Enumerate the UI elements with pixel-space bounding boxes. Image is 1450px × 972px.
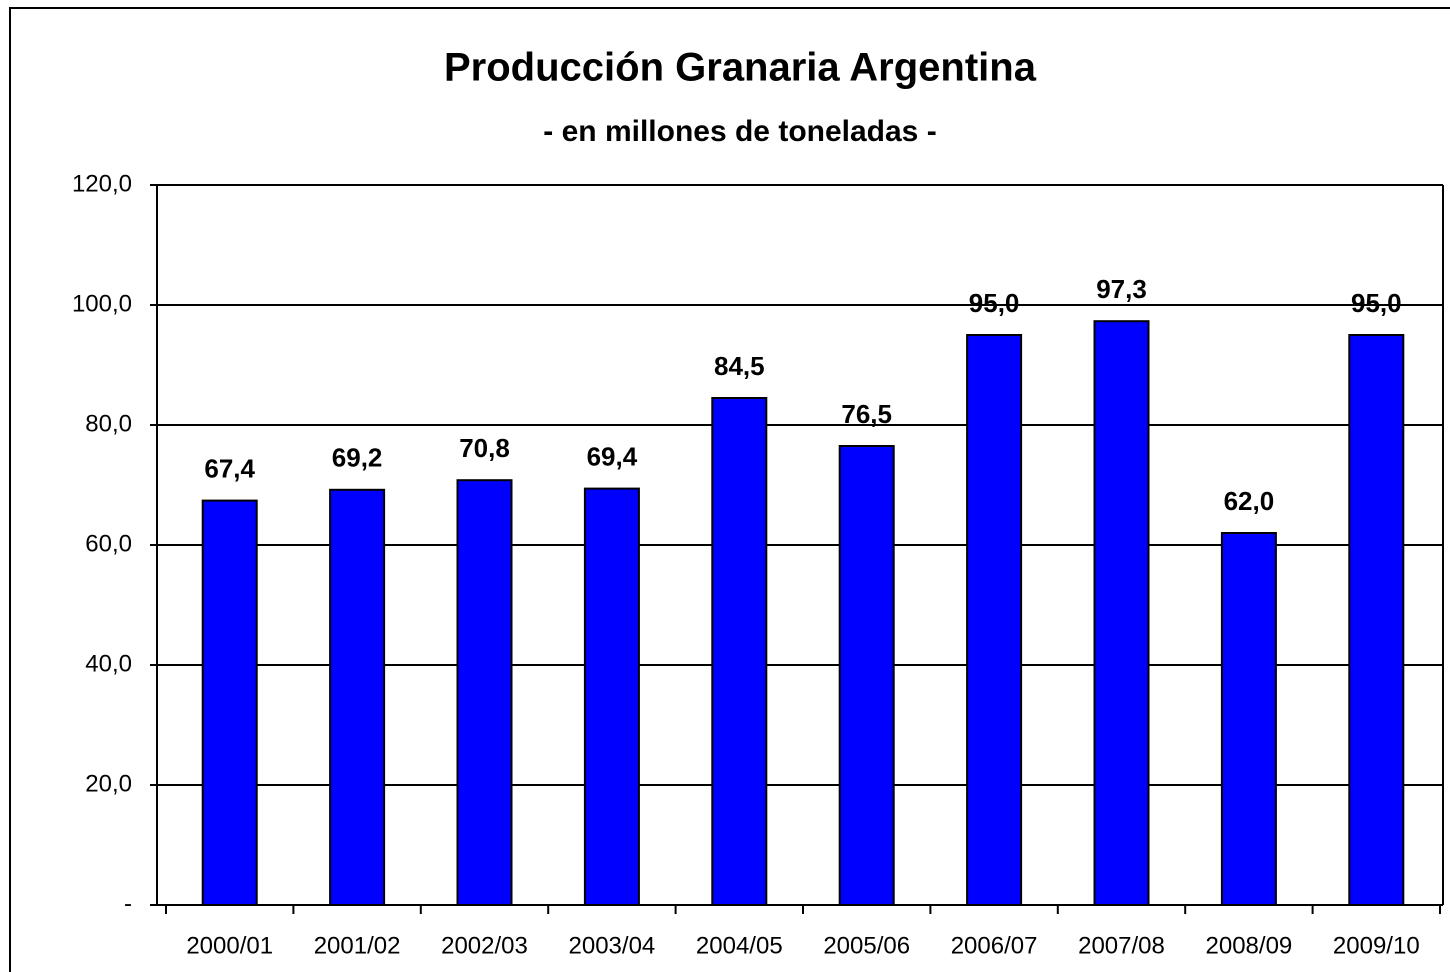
bar bbox=[201, 499, 258, 906]
bar bbox=[329, 488, 386, 906]
x-tick-label: 2000/01 bbox=[186, 932, 273, 959]
bar bbox=[583, 487, 640, 906]
y-tick-label: 120,0 bbox=[72, 170, 132, 197]
y-tick-label: 60,0 bbox=[85, 530, 132, 557]
value-label: 69,2 bbox=[332, 443, 383, 473]
value-label: 76,5 bbox=[841, 399, 892, 429]
x-tick-label: 2005/06 bbox=[823, 932, 910, 959]
y-tick-label: 20,0 bbox=[85, 770, 132, 797]
bar bbox=[1093, 320, 1150, 906]
chart-title: Producción Granaria Argentina bbox=[444, 46, 1037, 90]
bar bbox=[1220, 532, 1277, 906]
x-tick-label: 2007/08 bbox=[1078, 932, 1165, 959]
value-label: 97,3 bbox=[1096, 274, 1147, 304]
y-tick-label: 40,0 bbox=[85, 650, 132, 677]
y-tick-label: 80,0 bbox=[85, 410, 132, 437]
y-tick-label: 100,0 bbox=[72, 290, 132, 317]
value-label: 62,0 bbox=[1224, 486, 1275, 516]
bar bbox=[711, 397, 768, 906]
value-label: 84,5 bbox=[714, 351, 765, 381]
x-tick-label: 2003/04 bbox=[569, 932, 656, 959]
value-label: 95,0 bbox=[969, 288, 1020, 318]
x-tick-label: 2004/05 bbox=[696, 932, 783, 959]
value-label: 67,4 bbox=[204, 453, 255, 483]
x-tick-label: 2006/07 bbox=[951, 932, 1038, 959]
bar bbox=[966, 334, 1023, 906]
bar bbox=[838, 445, 895, 906]
x-tick-label: 2002/03 bbox=[441, 932, 528, 959]
x-tick-label: 2001/02 bbox=[314, 932, 401, 959]
value-label: 95,0 bbox=[1351, 288, 1402, 318]
chart-subtitle: - en millones de toneladas - bbox=[543, 115, 936, 148]
chart-border bbox=[9, 7, 1450, 972]
value-label: 70,8 bbox=[459, 433, 510, 463]
bar bbox=[456, 479, 513, 906]
x-tick-label: 2009/10 bbox=[1333, 932, 1420, 959]
bar bbox=[1348, 334, 1405, 906]
y-tick-label: - bbox=[124, 890, 132, 917]
x-tick-label: 2008/09 bbox=[1206, 932, 1293, 959]
value-label: 69,4 bbox=[587, 441, 638, 471]
